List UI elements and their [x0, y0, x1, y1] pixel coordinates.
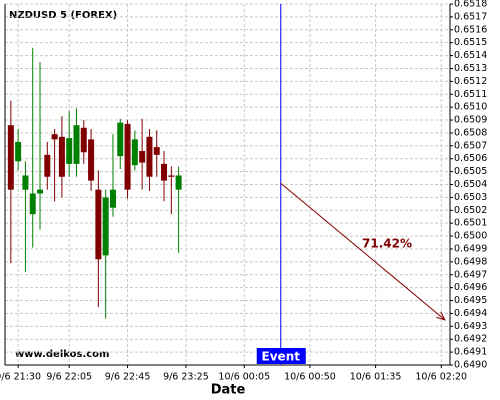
candle-body: [51, 134, 58, 140]
x-tick-label: 9/6 22:05: [46, 372, 92, 383]
candle-body: [29, 193, 36, 215]
chart-title: NZDUSD 5 (FOREX): [9, 10, 117, 21]
candle-body: [161, 163, 168, 181]
y-tick-label: 0.6510: [454, 102, 487, 113]
y-tick-label: 0.6495: [454, 295, 487, 306]
y-tick-label: 0.6498: [454, 256, 487, 267]
y-tick-label: 0.6506: [454, 153, 487, 164]
candle-body: [37, 189, 44, 194]
candle-body: [131, 139, 138, 166]
y-tick-label: 0.6517: [454, 11, 487, 22]
x-tick-label: 10/6 00:05: [218, 372, 270, 383]
arrow-head: [436, 311, 446, 321]
y-tick-label: 0.6490: [454, 360, 487, 371]
y-tick-label: 0.6491: [454, 347, 487, 358]
candle-body: [58, 136, 65, 177]
y-tick-label: 0.6512: [454, 76, 487, 87]
candle-body: [15, 141, 22, 162]
projection-arrow: [280, 182, 446, 321]
watermark: www.delkos.com: [15, 349, 109, 360]
y-tick-label: 0.6513: [454, 63, 487, 74]
y-tick-label: 0.6497: [454, 269, 487, 280]
y-tick-label: 0.6493: [454, 321, 487, 332]
y-tick-label: 0.6499: [454, 243, 487, 254]
candle-body: [88, 139, 95, 181]
candle-body: [44, 154, 51, 177]
x-tick-label: 9/6 23:25: [163, 372, 209, 383]
y-tick-label: 0.6502: [454, 205, 487, 216]
y-tick-label: 0.6511: [454, 89, 487, 100]
candle-body: [109, 189, 116, 208]
arrow-label: 71.42%: [362, 237, 412, 251]
candle-body: [73, 125, 80, 164]
y-tick-label: 0.6494: [454, 308, 487, 319]
y-tick-label: 0.6505: [454, 166, 487, 177]
candle-body: [7, 125, 14, 190]
candle-body: [153, 147, 160, 155]
y-tick-label: 0.6501: [454, 218, 487, 229]
candle-body: [139, 150, 146, 163]
y-tick-label: 0.6514: [454, 50, 487, 61]
y-tick-label: 0.6496: [454, 282, 487, 293]
candle-body: [124, 123, 131, 190]
y-tick-label: 0.6507: [454, 140, 487, 151]
y-tick-label: 0.6508: [454, 127, 487, 138]
y-tick-label: 0.6503: [454, 192, 487, 203]
y-tick-label: 0.6492: [454, 334, 487, 345]
candle-body: [95, 189, 102, 260]
x-axis-label: Date: [211, 383, 246, 398]
y-tick-label: 0.6516: [454, 24, 487, 35]
event-label: Event: [262, 350, 301, 364]
candle-body: [22, 175, 29, 190]
x-tick-label: 9/6 21:30: [0, 372, 41, 383]
x-tick-label: 10/6 00:50: [284, 372, 336, 383]
candle-body: [102, 197, 109, 256]
candle-body: [66, 138, 73, 164]
x-tick-label: 10/6 01:35: [350, 372, 402, 383]
candle-body: [146, 136, 153, 177]
x-tick-label: 10/6 02:20: [415, 372, 467, 383]
candle-body: [175, 175, 182, 190]
x-tick-label: 9/6 22:45: [105, 372, 151, 383]
y-tick-label: 0.6509: [454, 115, 487, 126]
candle-body: [80, 127, 87, 153]
candle-body: [117, 122, 124, 157]
event-label-box: [256, 348, 306, 364]
y-tick-label: 0.6500: [454, 231, 487, 242]
y-tick-label: 0.6504: [454, 179, 487, 190]
y-tick-label: 0.6518: [454, 0, 487, 10]
y-tick-label: 0.6515: [454, 37, 487, 48]
candle-body: [168, 175, 175, 177]
